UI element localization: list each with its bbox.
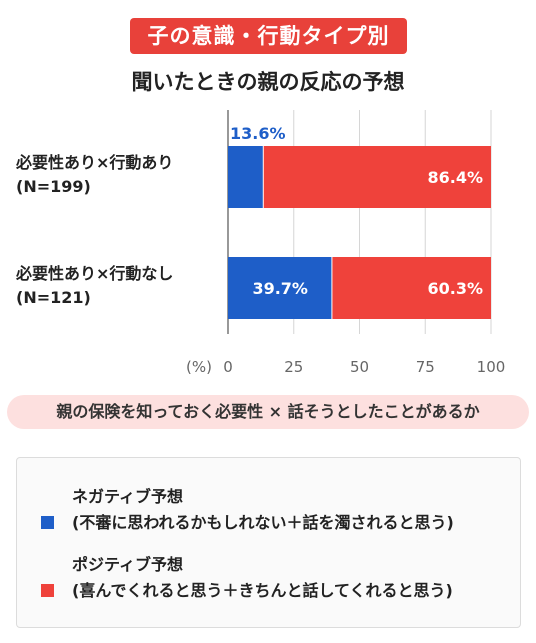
category-label: 必要性あり×行動あり [15,153,173,172]
legend-desc-positive: (喜んでくれると思う＋きちんと話してくれると思う) [72,581,453,600]
data-label: 39.7% [252,279,308,298]
data-label: 60.3% [427,279,483,298]
axis-description-note: 親の保険を知っておく必要性 × 話そうとしたことがあるか [7,395,529,429]
legend-box: ネガティブ予想 (不審に思われるかもしれない＋話を濁されると思う) ポジティブ予… [16,457,521,628]
tick-label: 50 [350,358,369,376]
chart-title: 聞いたときの親の反応の予想 [131,70,405,94]
legend-label-positive: ポジティブ予想 [72,555,184,574]
bar-positive [263,146,491,208]
bar-negative [228,146,263,208]
category-label: (N=121) [16,288,91,307]
tick-label: 0 [223,358,233,376]
category-label: 必要性あり×行動なし [15,264,173,283]
legend-swatch-positive [41,584,54,597]
tick-label: 100 [477,358,506,376]
legend-desc-negative: (不審に思われるかもしれない＋話を濁されると思う) [72,513,454,532]
data-label: 86.4% [427,168,483,187]
legend-swatch-negative [41,516,54,529]
tick-label: 75 [416,358,435,376]
stacked-bar-chart: 必要性あり×行動あり (N=199) 13.6% 86.4% 必要性あり×行動なし (N=… [15,110,506,376]
legend-label-negative: ネガティブ予想 [72,487,184,506]
bar-negative [228,257,332,319]
category-badge: 子の意識・行動タイプ別 [130,18,407,54]
axis-unit-label: (%) [186,358,212,376]
category-label: (N=199) [16,177,91,196]
tick-label: 25 [284,358,303,376]
data-label: 13.6% [230,124,286,143]
bar-positive [332,257,491,319]
